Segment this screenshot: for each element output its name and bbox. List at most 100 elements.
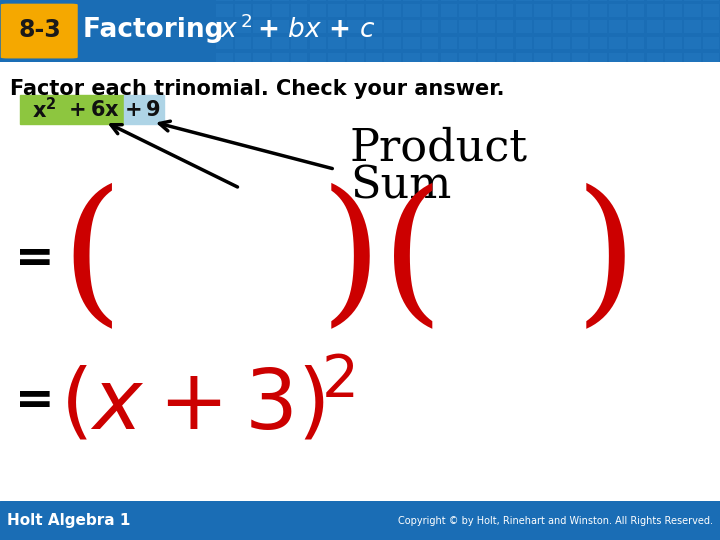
Bar bbox=[459, 21, 476, 33]
Bar bbox=[235, 53, 251, 65]
Bar bbox=[478, 4, 495, 17]
Bar bbox=[534, 0, 551, 1]
Bar bbox=[684, 21, 701, 33]
Bar bbox=[665, 53, 682, 65]
Bar bbox=[628, 21, 644, 33]
Bar bbox=[516, 37, 532, 49]
Bar bbox=[366, 0, 382, 1]
Bar bbox=[366, 4, 382, 17]
Text: Copyright © by Holt, Rinehart and Winston. All Rights Reserved.: Copyright © by Holt, Rinehart and Winsto… bbox=[397, 516, 713, 525]
Bar bbox=[478, 53, 495, 65]
Bar bbox=[291, 4, 307, 17]
Bar bbox=[572, 4, 588, 17]
Bar bbox=[422, 0, 438, 1]
Bar bbox=[422, 53, 438, 65]
Bar bbox=[590, 53, 607, 65]
Bar bbox=[328, 37, 345, 49]
Bar bbox=[534, 37, 551, 49]
Text: Sum: Sum bbox=[350, 165, 451, 208]
Bar bbox=[291, 53, 307, 65]
Bar bbox=[665, 21, 682, 33]
Bar bbox=[328, 0, 345, 1]
Bar bbox=[647, 4, 663, 17]
Bar bbox=[459, 37, 476, 49]
Bar bbox=[609, 53, 626, 65]
Bar bbox=[441, 4, 457, 17]
Text: Factor each trinomial. Check your answer.: Factor each trinomial. Check your answer… bbox=[10, 79, 505, 99]
Bar bbox=[366, 37, 382, 49]
Bar bbox=[366, 53, 382, 65]
Bar bbox=[384, 53, 401, 65]
Bar bbox=[235, 37, 251, 49]
Bar bbox=[703, 0, 719, 1]
Bar bbox=[628, 53, 644, 65]
Bar bbox=[553, 0, 570, 1]
Bar bbox=[272, 37, 289, 49]
Text: $\mathbf{9}$: $\mathbf{9}$ bbox=[145, 99, 161, 119]
Text: $\mathbf{6x}$: $\mathbf{6x}$ bbox=[90, 99, 120, 119]
Bar bbox=[478, 21, 495, 33]
Bar bbox=[516, 21, 532, 33]
Bar bbox=[310, 53, 326, 65]
Bar bbox=[384, 4, 401, 17]
Bar bbox=[459, 4, 476, 17]
Bar bbox=[628, 0, 644, 1]
Bar bbox=[253, 21, 270, 33]
Text: Holt Algebra 1: Holt Algebra 1 bbox=[7, 513, 130, 528]
Text: Factoring: Factoring bbox=[83, 17, 233, 43]
Bar bbox=[534, 21, 551, 33]
Bar bbox=[291, 21, 307, 33]
Text: )(: )( bbox=[320, 183, 445, 336]
Bar bbox=[703, 21, 719, 33]
Bar bbox=[366, 21, 382, 33]
Bar bbox=[422, 4, 438, 17]
Bar bbox=[572, 53, 588, 65]
Bar bbox=[628, 37, 644, 49]
Text: $\mathbf{+}$: $\mathbf{+}$ bbox=[68, 99, 86, 119]
Bar bbox=[310, 37, 326, 49]
Text: ): ) bbox=[575, 183, 637, 336]
Bar bbox=[347, 21, 364, 33]
Bar bbox=[235, 4, 251, 17]
Bar bbox=[422, 37, 438, 49]
Bar bbox=[553, 37, 570, 49]
Bar bbox=[291, 0, 307, 1]
Bar bbox=[403, 37, 420, 49]
Text: =: = bbox=[15, 237, 55, 282]
Bar bbox=[384, 37, 401, 49]
Bar bbox=[590, 4, 607, 17]
Bar bbox=[534, 4, 551, 17]
Bar bbox=[478, 37, 495, 49]
Bar bbox=[441, 21, 457, 33]
Bar bbox=[459, 0, 476, 1]
Text: $\mathbf{x^2}$: $\mathbf{x^2}$ bbox=[32, 97, 56, 122]
Bar bbox=[684, 0, 701, 1]
Bar bbox=[441, 37, 457, 49]
Bar bbox=[609, 0, 626, 1]
Text: $\mathit{x}^{\,2}$$\,\mathbf{+}\,$$\,\mathit{bx}\,$$\,\mathbf{+}\,$$\,\mathit{c}: $\mathit{x}^{\,2}$$\,\mathbf{+}\,$$\,\ma… bbox=[220, 16, 375, 44]
Bar bbox=[516, 4, 532, 17]
Bar bbox=[553, 4, 570, 17]
Bar bbox=[347, 53, 364, 65]
Bar bbox=[253, 4, 270, 17]
Bar bbox=[328, 21, 345, 33]
Bar bbox=[216, 37, 233, 49]
Bar bbox=[684, 53, 701, 65]
Text: (: ( bbox=[60, 183, 122, 336]
Bar bbox=[384, 0, 401, 1]
Text: =: = bbox=[15, 379, 55, 424]
Bar bbox=[609, 37, 626, 49]
Bar bbox=[703, 53, 719, 65]
Bar bbox=[253, 37, 270, 49]
Bar bbox=[534, 53, 551, 65]
Bar bbox=[384, 21, 401, 33]
Bar bbox=[422, 21, 438, 33]
FancyBboxPatch shape bbox=[1, 4, 77, 58]
Bar bbox=[497, 4, 513, 17]
Bar bbox=[216, 53, 233, 65]
Bar bbox=[459, 53, 476, 65]
Text: 8-3: 8-3 bbox=[18, 18, 61, 42]
Bar bbox=[310, 0, 326, 1]
Bar bbox=[497, 53, 513, 65]
Bar bbox=[253, 53, 270, 65]
